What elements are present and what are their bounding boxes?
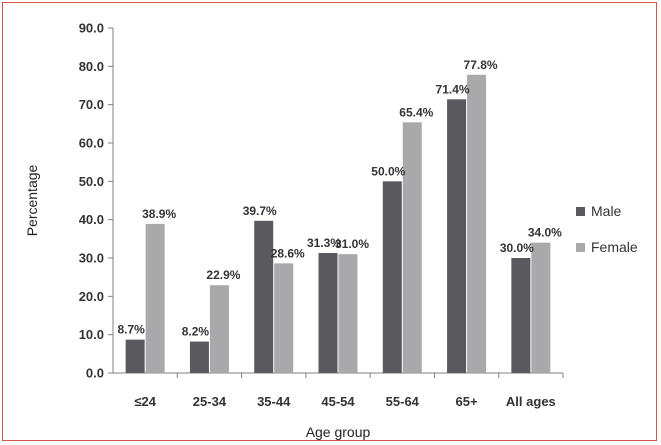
bar-female (531, 242, 551, 373)
data-label-male: 71.4% (436, 82, 470, 96)
x-axis-title: Age group (306, 424, 371, 440)
y-tick-label: 40.0 (79, 212, 104, 227)
data-label-female: 77.8% (464, 58, 498, 72)
y-tick-label: 80.0 (79, 59, 104, 74)
bar-male (447, 99, 467, 374)
bar-male (318, 253, 338, 373)
y-tick-label: 60.0 (79, 136, 104, 151)
data-label-male: 31.3% (307, 236, 341, 250)
data-label-female: 28.6% (271, 246, 305, 260)
legend-label-female: Female (591, 239, 638, 255)
x-tick-label: ≤24 (134, 394, 156, 409)
legend-label-male: Male (591, 203, 622, 219)
y-axis-title: Percentage (24, 164, 40, 236)
data-label-female: 34.0% (528, 226, 562, 240)
x-tick-label: 65+ (456, 394, 478, 409)
y-tick-label: 50.0 (79, 174, 104, 189)
bar-male (511, 258, 531, 373)
data-label-male: 50.0% (371, 164, 405, 178)
legend-swatch-male (576, 207, 585, 216)
data-label-female: 38.9% (142, 207, 176, 221)
data-label-female: 22.9% (206, 268, 240, 282)
bar-female (467, 74, 487, 374)
data-label-male: 30.0% (500, 241, 534, 255)
y-tick-label: 70.0 (79, 97, 104, 112)
bar-male (189, 341, 209, 373)
bar-male (125, 339, 145, 373)
x-tick-label: 35-44 (257, 394, 291, 409)
bar-female (338, 254, 358, 373)
y-tick-label: 20.0 (79, 289, 104, 304)
legend-swatch-female (576, 243, 585, 252)
y-axis: 0.0 10.0 20.0 30.0 40.0 50.0 60.0 70.0 80.0 90.0 (79, 21, 114, 381)
bar-female (145, 223, 165, 373)
x-tick-label: 55-64 (386, 394, 420, 409)
x-axis: ≤24 25-34 35-44 45-54 55-64 65+ All ages (113, 372, 564, 409)
data-label-male: 39.7% (243, 204, 277, 218)
data-label-female: 65.4% (399, 105, 433, 119)
bars (125, 74, 551, 374)
chart-frame: 0.0 10.0 20.0 30.0 40.0 50.0 60.0 70.0 80.0 90.0 … (2, 2, 657, 441)
data-label-male: 8.7% (117, 323, 145, 337)
bar-chart: 0.010.020.030.040.050.060.070.080.090.0 … (24, 21, 638, 441)
y-tick-label: 10.0 (79, 327, 104, 342)
y-tick-label: 0.0 (86, 366, 104, 381)
data-label-female: 31.0% (335, 237, 369, 251)
x-tick-label: All ages (506, 394, 556, 409)
y-tick-label: 30.0 (79, 251, 104, 266)
bar-female (402, 122, 422, 373)
x-tick-label: 25-34 (193, 394, 227, 409)
bar-male (254, 220, 274, 373)
x-tick-label: 45-54 (321, 394, 355, 409)
bar-female (209, 285, 229, 373)
legend: Male Female (576, 203, 638, 255)
data-labels: 8.7% 38.9% 8.2% 22.9% 39.7% 28.6%31.3%31.0% 50… (117, 58, 562, 339)
bar-male (382, 181, 402, 373)
data-label-male: 8.2% (182, 325, 210, 339)
y-tick-label: 90.0 (79, 21, 104, 36)
bar-female (274, 263, 294, 373)
